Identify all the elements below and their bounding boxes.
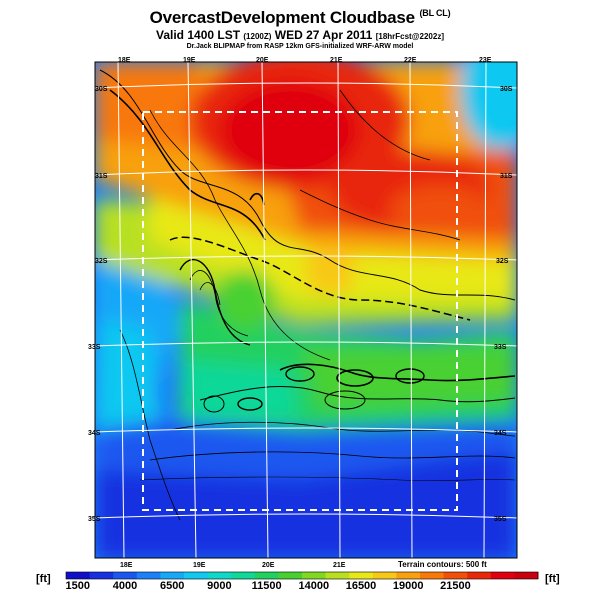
colorbar-swatch <box>254 572 279 579</box>
colorbar-border <box>65 571 539 580</box>
colorbar-swatch <box>231 572 256 579</box>
colorbar-unit-right: [ft] <box>545 573 560 585</box>
lat-label: 35S <box>88 516 101 523</box>
lat-label: 32S <box>95 258 108 265</box>
colorbar-swatch <box>207 572 232 579</box>
lon-labels-bottom: 18E 19E 20E 21E <box>120 562 346 569</box>
colorbar-swatch <box>372 572 397 579</box>
colorbar-tick-label: 11500 <box>252 580 282 592</box>
lon-label: 20E <box>256 57 269 64</box>
lat-labels-right: 30S 31S 32S 33S 34S 35S <box>494 86 513 523</box>
lon-label: 21E <box>330 57 343 64</box>
lon-labels-top: 18E 19E 20E 21E 22E 23E <box>118 57 492 64</box>
lon-label: 21E <box>333 562 346 569</box>
terrain-contour-note: Terrain contours: 500 ft <box>398 560 487 569</box>
colorbar-tick-label: 16500 <box>346 580 377 592</box>
colorbar-tick-label: 19000 <box>393 580 424 592</box>
colorbar-swatch <box>136 572 161 579</box>
lat-label: 31S <box>500 173 513 180</box>
colorbar <box>65 571 539 580</box>
colorbar-unit-left: [ft] <box>36 573 51 585</box>
colorbar-tick-label: 21500 <box>440 580 471 592</box>
lon-label: 22E <box>404 57 417 64</box>
colorbar-swatch <box>396 572 421 579</box>
colorbar-swatch <box>514 572 539 579</box>
lon-label: 18E <box>120 562 133 569</box>
lat-label: 34S <box>494 430 507 437</box>
colorbar-swatch <box>160 572 185 579</box>
valid-time: Valid 1400 LST (1200Z) WED 27 Apr 2011 [… <box>156 28 444 42</box>
lon-label: 18E <box>118 57 131 64</box>
colorbar-swatch <box>278 572 303 579</box>
model-credit: Dr.Jack BLIPMAP from RASP 12km GFS-initi… <box>186 43 414 50</box>
lon-label: 20E <box>262 562 275 569</box>
lat-label: 34S <box>88 430 101 437</box>
graticule <box>95 62 517 558</box>
colorbar-swatch <box>184 572 209 579</box>
lat-label: 30S <box>500 86 513 93</box>
colorbar-tick-label: 1500 <box>66 580 90 592</box>
lat-label: 31S <box>95 173 108 180</box>
colorbar-swatch <box>420 572 445 579</box>
lat-label: 33S <box>494 344 507 351</box>
colorbar-tick-label: 9000 <box>207 580 231 592</box>
colorbar-swatch <box>302 572 327 579</box>
map-frame <box>94 61 518 559</box>
lat-labels-left: 30S 31S 32S 33S 34S 35S <box>88 86 108 523</box>
colorbar-tick-label: 4000 <box>113 580 137 592</box>
lat-label: 33S <box>88 344 101 351</box>
lat-label: 35S <box>494 516 507 523</box>
colorbar-swatch <box>349 572 374 579</box>
lat-label: 30S <box>95 86 108 93</box>
colorbar-tick-label: 14000 <box>299 580 330 592</box>
colorbar-swatch <box>66 572 91 579</box>
colorbar-swatch <box>325 572 350 579</box>
lon-label: 19E <box>183 57 196 64</box>
lon-label: 19E <box>193 562 206 569</box>
colorbar-swatch <box>490 572 515 579</box>
lat-label: 32S <box>496 258 509 265</box>
inner-domain-box <box>142 111 458 511</box>
colorbar-swatch <box>443 572 468 579</box>
colorbar-swatch <box>89 572 114 579</box>
colorbar-ticks: 1500 4000 6500 9000 11500 14000 16500 19000 2150… <box>66 580 471 592</box>
lon-label: 23E <box>479 57 492 64</box>
map-title: OvercastDevelopment Cloudbase (BL CL) <box>149 8 451 27</box>
colorbar-swatch <box>467 572 492 579</box>
colorbar-tick-label: 6500 <box>160 580 184 592</box>
colorbar-swatch <box>113 572 138 579</box>
